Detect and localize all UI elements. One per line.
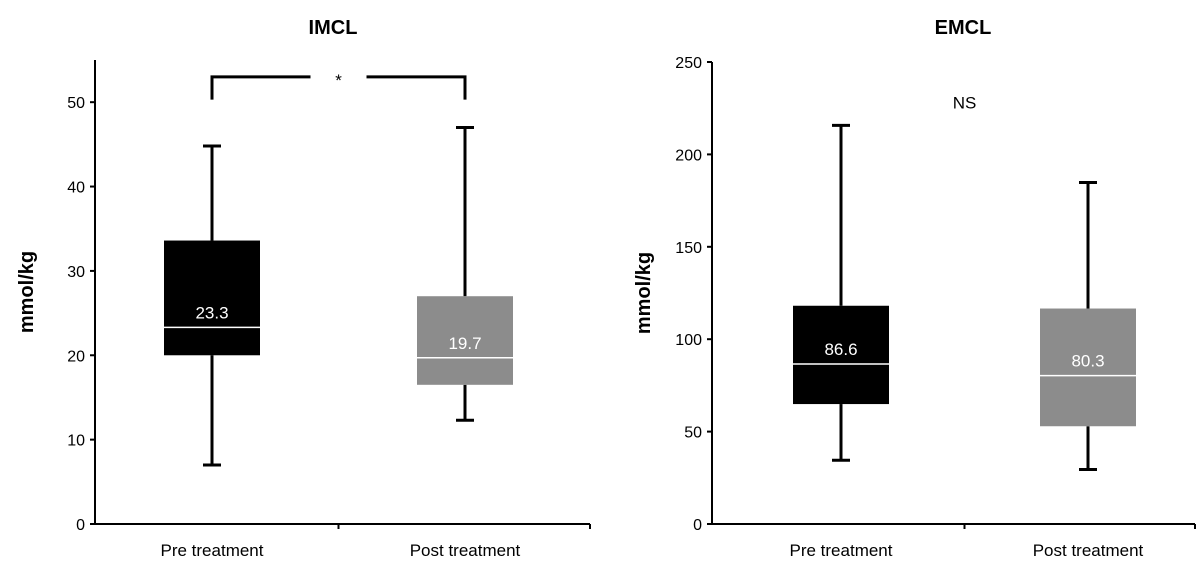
median-label: 19.7 <box>448 334 481 353</box>
significance-marker: * <box>335 71 342 90</box>
y-tick-label: 250 <box>675 55 702 72</box>
category-label: Post treatment <box>1033 541 1144 560</box>
y-axis-label: mmol/kg <box>633 252 655 334</box>
category-label: Pre treatment <box>161 541 264 560</box>
category-label: Post treatment <box>410 541 521 560</box>
y-tick-label: 50 <box>684 425 702 442</box>
significance-bracket-left <box>210 75 311 100</box>
y-tick-label: 20 <box>67 348 85 365</box>
y-tick-label: 150 <box>675 240 702 257</box>
median-label: 23.3 <box>195 303 228 322</box>
box-2: 19.7 Post treatment <box>410 125 521 560</box>
significance-bracket-right <box>366 75 467 100</box>
chart-title: EMCL <box>935 17 992 39</box>
box-1: 86.6 Pre treatment <box>790 123 893 560</box>
box-body <box>793 305 889 405</box>
box-2: 80.3 Post treatment <box>1033 180 1144 560</box>
y-tick-label: 10 <box>67 433 85 450</box>
box-body <box>417 296 513 385</box>
box-1: 23.3 Pre treatment <box>161 144 264 560</box>
y-axis-label: mmol/kg <box>16 251 38 333</box>
significance-label: NS <box>953 94 977 113</box>
y-tick-label: 100 <box>675 332 702 349</box>
chart-panel-1: IMCL mmol/kg 0 10 20 30 40 50 23.3 Pre treatment 1… <box>16 17 591 560</box>
category-label: Pre treatment <box>790 541 893 560</box>
y-tick-label: 40 <box>67 180 85 197</box>
y-tick-label: 50 <box>67 95 85 112</box>
box-body <box>164 240 260 356</box>
y-tick-label: 0 <box>76 517 85 534</box>
y-tick-label: 0 <box>693 517 702 534</box>
chart-panel-2: EMCL mmol/kg 0 50 100 150 200 250 86.6 Pre treatm… <box>633 17 1196 560</box>
y-tick-label: 200 <box>675 147 702 164</box>
median-label: 86.6 <box>824 340 857 359</box>
box-body <box>1040 308 1136 427</box>
y-tick-label: 30 <box>67 264 85 281</box>
chart-title: IMCL <box>309 17 358 39</box>
median-label: 80.3 <box>1071 352 1104 371</box>
